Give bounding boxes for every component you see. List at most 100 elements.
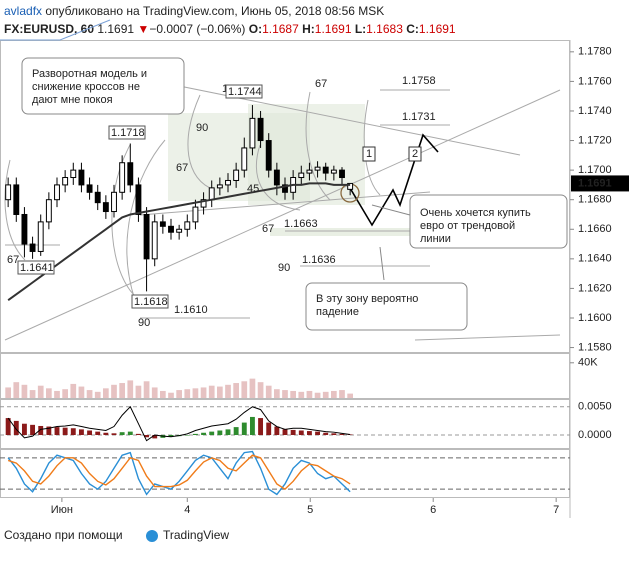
candle-body xyxy=(78,169,85,186)
callout-text: евро от трендовой xyxy=(420,220,515,232)
published: опубликовано на TradingView.com, Июнь 05… xyxy=(45,4,384,18)
macd-hist-bar xyxy=(38,425,44,436)
annotation: 1.1744 xyxy=(228,86,262,98)
macd-tick-label: 0.0000 xyxy=(578,429,612,441)
annotation: 1.1663 xyxy=(284,218,318,230)
annotation: 1.1636 xyxy=(302,254,336,266)
annotation: 1 xyxy=(366,148,372,160)
candle-body xyxy=(21,213,28,245)
footer-text: Создано при помощи xyxy=(4,528,123,542)
macd-hist-bar xyxy=(225,429,231,436)
candle-body xyxy=(208,187,215,201)
macd-hist-bar xyxy=(249,416,255,436)
macd-hist-bar xyxy=(127,431,133,436)
volume-bar xyxy=(135,385,142,398)
volume-bar xyxy=(322,391,329,398)
moving-average xyxy=(7,182,351,302)
candle-body xyxy=(62,177,69,186)
macd-hist-bar xyxy=(62,427,68,436)
candle-body xyxy=(54,184,60,201)
candle-body xyxy=(233,169,240,181)
macd-hist-bar xyxy=(135,433,141,436)
o: 1.1687 xyxy=(262,22,299,36)
macd-tick-label: 0.0050 xyxy=(578,401,612,413)
macd-hist-bar xyxy=(70,428,76,436)
candle-body xyxy=(37,221,44,252)
candle-body xyxy=(241,147,248,171)
annotation: 67 xyxy=(7,254,19,266)
macd-hist-bar xyxy=(168,435,174,437)
candle-body xyxy=(13,184,20,215)
volume-bar xyxy=(54,390,60,398)
l-label: L: xyxy=(355,22,366,36)
macd-hist-bar xyxy=(339,433,345,436)
volume-bar xyxy=(62,389,68,398)
y-tick-label: 1.1760 xyxy=(578,75,612,87)
candle-body xyxy=(347,182,354,190)
annotation: 2 xyxy=(412,148,418,160)
y-tick-label: 1.1780 xyxy=(578,46,612,58)
candle-body xyxy=(306,169,313,174)
stoch-d xyxy=(7,454,351,491)
candle-body xyxy=(298,172,305,179)
volume-bar xyxy=(78,386,85,398)
volume-bar xyxy=(168,392,174,398)
y-tick-label: 1.1700 xyxy=(578,164,612,176)
volume-bar xyxy=(86,390,93,398)
c: 1.1691 xyxy=(419,22,456,36)
annotation: 1.1731 xyxy=(402,111,436,123)
candle-body xyxy=(314,166,321,171)
panes-frame xyxy=(0,40,571,518)
candle-body xyxy=(200,199,207,208)
y-tick-label: 1.1680 xyxy=(578,194,612,206)
volume-bar xyxy=(46,388,52,398)
volume-bar xyxy=(94,391,101,398)
macd-hist-bar xyxy=(152,435,158,439)
macd-hist-bar xyxy=(13,420,19,436)
volume-bar xyxy=(306,390,313,398)
macd-hist-bar xyxy=(87,430,93,436)
callout-text: Разворотная модель и xyxy=(32,68,147,80)
candle-body xyxy=(159,221,166,227)
macd-hist-bar xyxy=(119,432,125,436)
l: 1.1683 xyxy=(366,22,403,36)
x-tick-label: 4 xyxy=(184,504,190,516)
annotation: 90 xyxy=(278,262,290,274)
volume-bar xyxy=(314,392,321,398)
candle-body xyxy=(225,179,231,186)
macd-hist-bar xyxy=(217,430,223,436)
price-label-box xyxy=(17,260,55,275)
macd-hist-bar xyxy=(209,431,215,436)
candle-body xyxy=(5,184,12,201)
callout-text: падение xyxy=(316,306,359,318)
annotation: 1.1641 xyxy=(20,262,54,274)
callout-text: снижение кроссов не xyxy=(32,81,140,93)
volume-bar xyxy=(127,380,134,398)
candle-body xyxy=(330,169,337,174)
x-tick-label: 6 xyxy=(430,504,436,516)
header-line: avladfx опубликовано на TradingView.com,… xyxy=(4,4,384,18)
candle-body xyxy=(135,184,142,215)
volume-bar xyxy=(160,390,166,398)
candle-body xyxy=(143,213,150,260)
volume-bar xyxy=(21,384,28,398)
y-tick-label: 1.1660 xyxy=(578,223,612,235)
volume-bar xyxy=(103,388,109,398)
c-label: C: xyxy=(406,22,419,36)
callout-text: В эту зону вероятно xyxy=(316,293,418,305)
macd-hist-bar xyxy=(258,418,264,436)
volume-bar xyxy=(241,381,248,398)
x-tick-label: 5 xyxy=(307,504,313,516)
macd-hist-bar xyxy=(241,422,247,436)
annotation: 90 xyxy=(138,317,150,329)
volume-bar xyxy=(5,387,11,398)
y-tick-label: 1.1740 xyxy=(578,105,612,117)
macd-hist-bar xyxy=(5,418,11,436)
macd-hist-bar xyxy=(103,432,109,436)
macd-hist-bar xyxy=(30,424,36,436)
volume-bar xyxy=(298,391,305,398)
annotation: 1.1618 xyxy=(134,296,168,308)
volume-tick-label: 40K xyxy=(578,357,598,369)
candle-body xyxy=(94,191,101,204)
